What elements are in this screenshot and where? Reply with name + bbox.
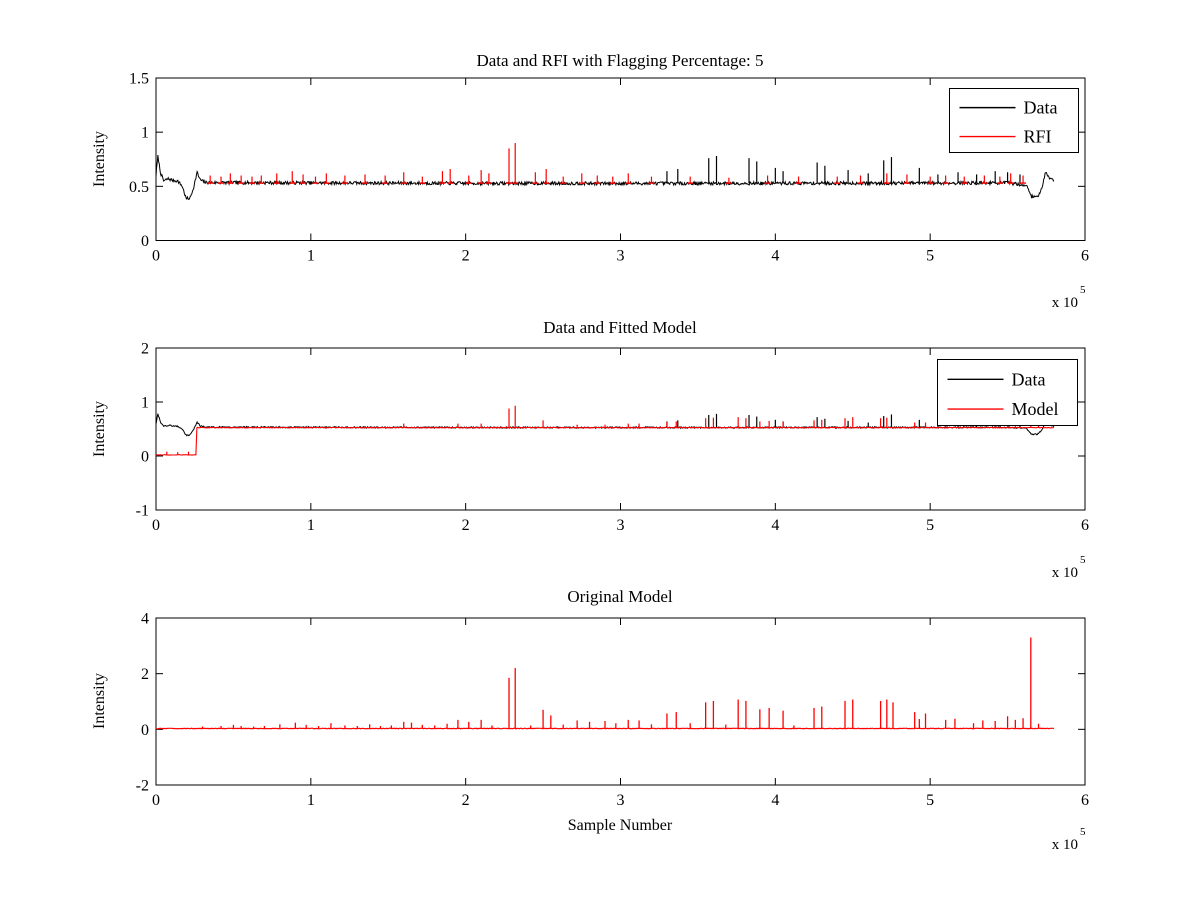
y-tick-label: 1	[141, 395, 149, 412]
legend-entry-label: Model	[1012, 399, 1059, 419]
plot-box	[155, 77, 1086, 241]
labels-layer: Data and RFI with Flagging Percentage: 5…	[91, 51, 1086, 853]
legend-entry-label: Data	[1012, 369, 1046, 389]
y-tick-label: 0.5	[129, 179, 149, 196]
y-tick-label: 0	[141, 233, 149, 250]
x-tick-label: 1	[307, 517, 315, 534]
x-tick-label: 2	[462, 792, 470, 809]
y-tick-label: 2	[141, 341, 149, 358]
subplot1-ylabel: Intensity	[91, 131, 108, 187]
x-tick-label: 2	[462, 517, 470, 534]
subplot3-xscale-mantissa: x 10	[1052, 837, 1078, 853]
y-tick-label: -1	[136, 503, 149, 520]
x-tick-label: 3	[617, 517, 625, 534]
subplot3-xlabel: Sample Number	[568, 817, 673, 834]
subplot1-title: Data and RFI with Flagging Percentage: 5	[476, 51, 763, 70]
y-tick-label: 2	[141, 666, 149, 683]
y-tick-label: -2	[136, 778, 149, 795]
subplot1-xscale-power: 5	[1080, 284, 1086, 296]
x-tick-label: 0	[152, 517, 160, 534]
x-tick-label: 5	[926, 517, 934, 534]
x-tick-label: 6	[1081, 517, 1089, 534]
legend-box	[949, 88, 1079, 153]
subplot2-title: Data and Fitted Model	[543, 318, 697, 337]
subplot1-xscale-mantissa: x 10	[1052, 295, 1078, 311]
y-tick-label: 1	[141, 125, 149, 142]
x-tick-label: 3	[617, 248, 625, 265]
x-tick-label: 6	[1081, 792, 1089, 809]
subplot3-xscale-power: 5	[1080, 826, 1086, 838]
legend: Data Model	[937, 359, 1078, 426]
x-tick-label: 4	[771, 792, 779, 809]
subplot2-xscale-mantissa: x 10	[1052, 565, 1078, 581]
subplot3-title: Original Model	[567, 587, 673, 606]
y-tick-label: 4	[141, 611, 149, 628]
y-tick-label: 0	[141, 722, 149, 739]
subplot-1: 0 1 2 3 4 5 6 0 0.5 1 1.5 Data RFI	[129, 71, 1089, 265]
legend: Data RFI	[949, 88, 1079, 153]
y-tick-label: 1.5	[129, 71, 149, 88]
legend-entry-label: RFI	[1024, 127, 1052, 147]
plot-box	[155, 617, 1086, 786]
x-tick-label: 4	[771, 248, 779, 265]
subplot3-ylabel: Intensity	[91, 673, 108, 729]
subplot2-xscale-power: 5	[1080, 554, 1086, 566]
x-tick-label: 4	[771, 517, 779, 534]
x-tick-label: 0	[152, 248, 160, 265]
x-tick-label: 2	[462, 248, 470, 265]
subplot2-ylabel: Intensity	[91, 401, 108, 457]
y-tick-label: 0	[141, 449, 149, 466]
model-series-line	[156, 426, 1055, 456]
legend-box	[937, 359, 1078, 426]
x-tick-label: 3	[617, 792, 625, 809]
legend-entry-label: Data	[1024, 98, 1058, 118]
x-tick-label: 1	[307, 792, 315, 809]
x-tick-label: 5	[926, 248, 934, 265]
x-tick-label: 5	[926, 792, 934, 809]
x-tick-label: 1	[307, 248, 315, 265]
x-tick-label: 6	[1081, 248, 1089, 265]
x-tick-label: 0	[152, 792, 160, 809]
model-series-line	[155, 727, 1055, 730]
